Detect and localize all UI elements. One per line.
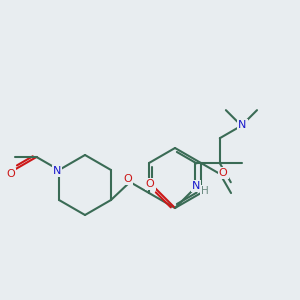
Text: H: H [201,186,209,196]
Text: N: N [192,181,200,191]
Text: N: N [53,166,61,176]
Text: O: O [146,179,154,189]
Text: O: O [219,168,227,178]
Text: O: O [124,174,132,184]
Text: N: N [238,120,247,130]
Text: O: O [6,169,15,179]
